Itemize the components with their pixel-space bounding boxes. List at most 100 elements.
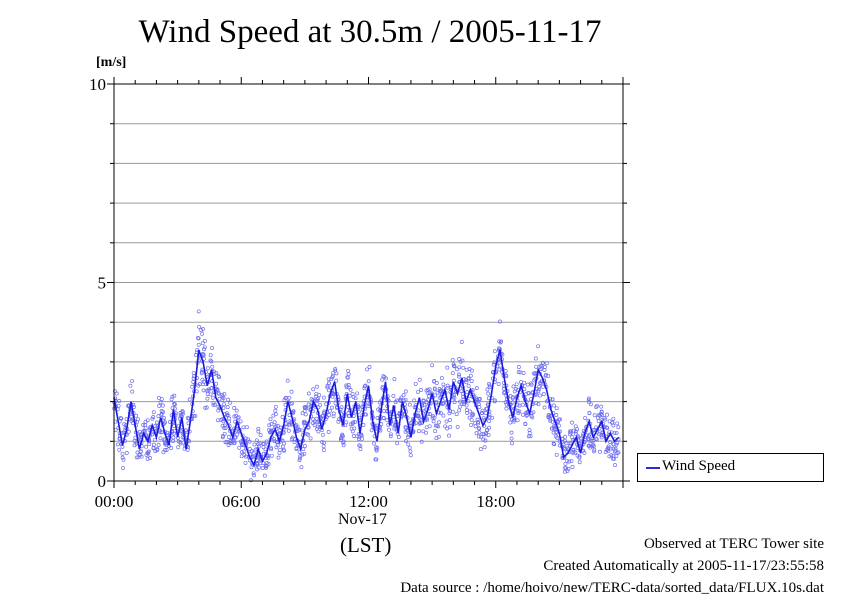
data-point bbox=[375, 416, 380, 421]
data-point bbox=[486, 391, 491, 396]
data-point bbox=[221, 419, 226, 424]
data-point bbox=[595, 415, 600, 420]
data-point bbox=[541, 384, 545, 389]
data-point bbox=[450, 371, 455, 376]
data-point bbox=[216, 390, 221, 395]
data-point bbox=[447, 418, 452, 422]
data-point bbox=[599, 410, 604, 415]
data-point bbox=[258, 461, 263, 466]
data-point bbox=[401, 398, 406, 403]
data-point bbox=[416, 429, 421, 434]
data-point bbox=[612, 430, 617, 435]
data-point bbox=[558, 417, 562, 422]
data-point bbox=[403, 425, 408, 430]
data-point bbox=[545, 361, 549, 366]
data-point bbox=[415, 414, 420, 418]
data-point bbox=[221, 406, 226, 410]
data-point bbox=[533, 356, 538, 361]
data-point bbox=[521, 412, 525, 417]
data-point bbox=[301, 447, 306, 452]
data-point bbox=[223, 440, 228, 445]
data-point bbox=[171, 435, 176, 440]
data-point bbox=[208, 358, 213, 363]
data-point bbox=[555, 419, 560, 424]
data-point bbox=[372, 441, 376, 446]
data-point bbox=[517, 409, 522, 414]
data-point bbox=[430, 363, 435, 368]
data-point bbox=[438, 411, 443, 416]
data-point bbox=[450, 358, 455, 363]
data-point bbox=[597, 449, 602, 454]
data-point bbox=[363, 383, 368, 388]
data-point bbox=[222, 402, 227, 407]
data-point bbox=[481, 416, 486, 421]
chart-title: Wind Speed at 30.5m / 2005-11-17 bbox=[138, 14, 602, 50]
data-point bbox=[341, 443, 346, 448]
data-point bbox=[281, 447, 286, 452]
data-point bbox=[528, 434, 533, 439]
data-point bbox=[128, 383, 133, 388]
data-point bbox=[448, 409, 453, 413]
data-point bbox=[355, 391, 360, 396]
data-point bbox=[553, 434, 558, 439]
data-point bbox=[313, 394, 318, 399]
data-point bbox=[467, 415, 472, 420]
data-point bbox=[185, 447, 190, 452]
data-point bbox=[483, 438, 488, 443]
data-point bbox=[280, 415, 285, 419]
data-point bbox=[542, 367, 547, 372]
data-point bbox=[191, 376, 196, 381]
data-point bbox=[254, 438, 259, 443]
data-point bbox=[530, 415, 535, 420]
data-point bbox=[346, 368, 351, 373]
data-point bbox=[295, 425, 300, 429]
data-point bbox=[263, 447, 268, 452]
data-point bbox=[358, 443, 363, 448]
data-point bbox=[244, 425, 249, 430]
data-point bbox=[604, 425, 609, 430]
data-point bbox=[124, 451, 129, 455]
data-point bbox=[325, 385, 330, 390]
data-point bbox=[531, 410, 536, 415]
data-point bbox=[544, 372, 548, 377]
data-point bbox=[232, 441, 236, 446]
data-point bbox=[481, 437, 486, 442]
data-point bbox=[594, 437, 599, 442]
data-point bbox=[303, 420, 308, 425]
data-point bbox=[472, 421, 477, 426]
data-point bbox=[222, 426, 227, 431]
data-point bbox=[520, 402, 525, 407]
data-point bbox=[346, 372, 351, 377]
data-point bbox=[362, 384, 367, 389]
data-point bbox=[537, 364, 542, 369]
data-point bbox=[172, 393, 177, 398]
data-point bbox=[169, 446, 174, 450]
data-point bbox=[202, 347, 206, 352]
data-point bbox=[157, 404, 162, 408]
data-point bbox=[331, 414, 336, 419]
data-point bbox=[613, 448, 618, 453]
data-point bbox=[616, 425, 621, 430]
data-point bbox=[286, 428, 291, 433]
data-point bbox=[534, 401, 539, 406]
data-point bbox=[178, 414, 183, 419]
data-point bbox=[605, 412, 610, 417]
data-point bbox=[441, 413, 446, 418]
data-point bbox=[151, 442, 156, 447]
data-point bbox=[290, 435, 295, 440]
data-point bbox=[591, 438, 596, 443]
data-point bbox=[606, 444, 611, 449]
data-point bbox=[346, 383, 351, 387]
data-point bbox=[594, 405, 599, 410]
data-point bbox=[302, 451, 307, 456]
data-point bbox=[334, 371, 339, 376]
data-point bbox=[451, 393, 456, 398]
data-point bbox=[121, 466, 125, 471]
data-point bbox=[367, 365, 372, 369]
data-point bbox=[611, 416, 616, 421]
data-point bbox=[406, 435, 410, 439]
data-point bbox=[460, 358, 465, 363]
data-point bbox=[300, 452, 305, 457]
data-point bbox=[431, 419, 436, 424]
